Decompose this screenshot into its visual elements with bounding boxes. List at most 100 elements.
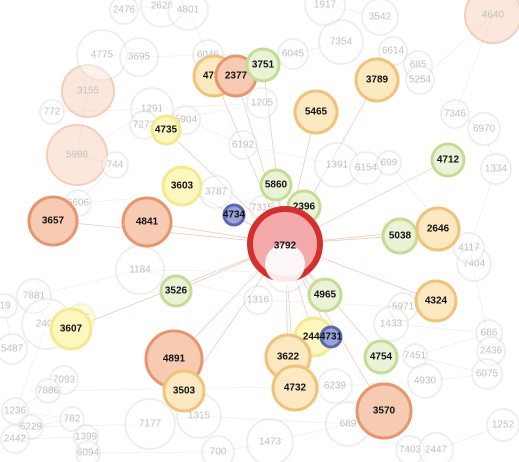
node-3792[interactable]: 3792	[247, 206, 323, 284]
node-5998[interactable]: 5998	[46, 124, 108, 186]
node-4735[interactable]: 4735	[150, 114, 182, 146]
node-circle	[150, 114, 182, 146]
node-4801[interactable]: 4801	[167, 0, 209, 31]
node-7177[interactable]: 7177	[124, 398, 176, 450]
node-label: 1334	[485, 164, 508, 175]
node-1205[interactable]: 1205	[246, 87, 278, 119]
node-2628[interactable]: 2628	[140, 0, 184, 28]
node-7346[interactable]: 7346	[440, 99, 470, 129]
node-6229[interactable]: 6229	[18, 414, 44, 440]
node-5038[interactable]: 5038	[381, 217, 419, 255]
node-4732[interactable]: 4732	[271, 364, 319, 412]
node-3542[interactable]: 3542	[361, 0, 399, 36]
node-3155[interactable]: 3155	[61, 64, 115, 118]
node-4731[interactable]: 4731	[319, 325, 343, 349]
node-3787[interactable]: 3787	[199, 175, 233, 209]
node-2476[interactable]: 2476	[109, 0, 139, 25]
node-2646[interactable]: 2646	[415, 206, 461, 252]
node-label: 7346	[444, 109, 467, 120]
node-4640[interactable]: 4640	[464, 0, 519, 44]
node-2436[interactable]: 2436	[476, 336, 506, 366]
edge-1433-686	[390, 323, 490, 334]
node-circle	[467, 112, 501, 146]
node-1316[interactable]: 1316	[243, 285, 273, 315]
node-label: 6046	[197, 50, 220, 61]
node-label: 4754	[370, 352, 393, 363]
node-699[interactable]: 699	[376, 150, 402, 176]
node-circle	[486, 408, 519, 442]
node-6094[interactable]: 6094	[75, 440, 101, 462]
node-circle	[76, 29, 128, 81]
node-circle	[349, 151, 383, 185]
node-label: 2476	[113, 5, 136, 16]
node-circle	[119, 37, 159, 77]
node-2447[interactable]: 2447	[418, 432, 454, 462]
node-6045[interactable]: 6045	[277, 38, 309, 70]
node-circle	[46, 124, 108, 186]
node-4754[interactable]: 4754	[363, 339, 399, 375]
node-1236[interactable]: 1236	[1, 397, 29, 425]
node-3607[interactable]: 3607	[49, 307, 93, 351]
node-4965[interactable]: 4965	[307, 277, 343, 313]
node-1184[interactable]: 1184	[115, 245, 165, 295]
node-1917[interactable]: 1917	[304, 0, 346, 26]
node-4712[interactable]: 4712	[430, 142, 466, 178]
node-772[interactable]: 772	[39, 99, 65, 125]
node-3503[interactable]: 3503	[162, 369, 206, 413]
node-3526[interactable]: 3526	[159, 274, 193, 308]
node-circle	[271, 364, 319, 412]
node-4841[interactable]: 4841	[121, 196, 173, 248]
node-6239[interactable]: 6239	[317, 368, 353, 404]
node-1391[interactable]: 1391	[314, 142, 360, 188]
node-5487[interactable]: 5487	[0, 333, 28, 365]
node-2442[interactable]: 2442	[0, 424, 30, 454]
node-3657[interactable]: 3657	[27, 195, 79, 247]
node-7451[interactable]: 7451	[402, 343, 428, 369]
node-4775[interactable]: 4775	[76, 29, 128, 81]
node-7403[interactable]: 7403	[395, 435, 425, 462]
node-6192[interactable]: 6192	[228, 130, 258, 160]
node-3751[interactable]: 3751	[245, 47, 281, 83]
node-5465[interactable]: 5465	[293, 89, 339, 135]
node-744[interactable]: 744	[101, 151, 129, 179]
node-label: 3542	[369, 12, 392, 23]
node-1473[interactable]: 1473	[246, 418, 294, 462]
node-686[interactable]: 686	[475, 319, 503, 347]
node-685[interactable]: 685	[403, 50, 433, 80]
node-1334[interactable]: 1334	[480, 153, 512, 185]
node-7886[interactable]: 7886	[35, 378, 61, 404]
node-19[interactable]: 19	[0, 293, 18, 319]
node-3570[interactable]: 3570	[355, 382, 413, 440]
node-6075[interactable]: 6075	[471, 358, 503, 390]
node-label: 6045	[282, 49, 305, 60]
node-3789[interactable]: 3789	[354, 57, 400, 103]
node-1399[interactable]: 1399	[73, 424, 99, 450]
node-4324[interactable]: 4324	[414, 279, 458, 323]
node-7093[interactable]: 7093	[49, 365, 79, 395]
node-1252[interactable]: 1252	[486, 408, 519, 442]
node-700[interactable]: 700	[201, 435, 235, 462]
node-label: 5465	[305, 107, 328, 118]
node-3603[interactable]: 3603	[161, 165, 203, 207]
edge-1473-689	[269, 423, 349, 443]
node-7354[interactable]: 7354	[318, 19, 364, 65]
node-circle	[456, 246, 492, 282]
node-7881[interactable]: 7881	[16, 278, 52, 314]
node-3695[interactable]: 3695	[119, 37, 159, 77]
node-6154[interactable]: 6154	[349, 151, 383, 185]
node-1433[interactable]: 1433	[373, 306, 409, 342]
edge-1391-6154	[336, 164, 367, 169]
node-4930[interactable]: 4930	[407, 363, 443, 399]
node-label: 5038	[389, 231, 412, 242]
edge-1236-782	[14, 410, 73, 420]
node-4117[interactable]: 4117	[453, 232, 485, 264]
node-7404[interactable]: 7404	[456, 246, 492, 282]
node-5860[interactable]: 5860	[259, 168, 293, 202]
node-4734[interactable]: 4734	[222, 203, 246, 227]
node-5254[interactable]: 5254	[405, 65, 435, 95]
node-circle	[245, 47, 281, 83]
node-5971[interactable]: 5971	[388, 292, 418, 322]
node-6970[interactable]: 6970	[467, 112, 501, 146]
node-782[interactable]: 782	[59, 406, 85, 432]
